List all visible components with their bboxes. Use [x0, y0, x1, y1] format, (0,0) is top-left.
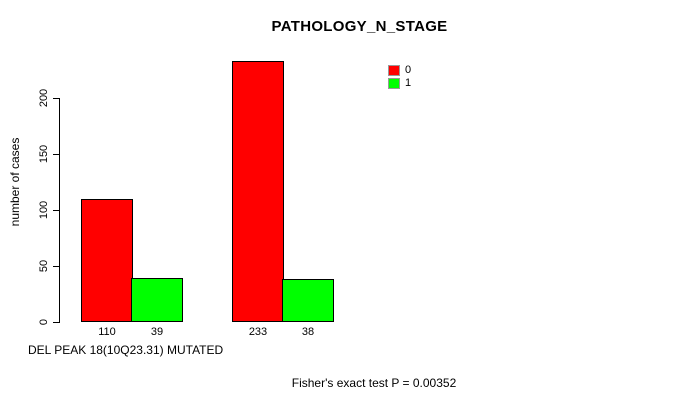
legend-label: 1	[405, 77, 412, 89]
annotation-fisher-test: Fisher's exact test P = 0.00352	[291, 376, 457, 390]
bar-value-label: 39	[150, 326, 164, 338]
y-tick-label: 0	[38, 318, 50, 326]
legend-label: 0	[405, 64, 412, 76]
x-axis-label: DEL PEAK 18(10Q23.31) MUTATED	[28, 343, 224, 357]
bar-series-0-group-1	[81, 199, 133, 322]
y-tick-mark	[53, 266, 59, 267]
y-tick-label: 50	[38, 259, 50, 273]
bar-series-1-group-1	[131, 278, 183, 322]
bar-series-0-group-2	[232, 61, 284, 322]
chart-title: PATHOLOGY_N_STAGE	[271, 18, 448, 35]
legend-swatch-icon	[388, 78, 400, 89]
bar-series-1-group-2	[282, 279, 334, 322]
y-tick-label: 100	[38, 200, 50, 220]
y-tick-mark	[53, 210, 59, 211]
y-axis-label: number of cases	[8, 137, 22, 227]
y-axis	[59, 98, 60, 323]
y-tick-mark	[53, 98, 59, 99]
y-tick-label: 200	[38, 88, 50, 108]
bar-value-label: 110	[98, 326, 116, 338]
y-tick-mark	[53, 322, 59, 323]
legend-item: 0	[388, 64, 411, 77]
legend-swatch-icon	[388, 65, 400, 76]
bar-value-label: 38	[301, 326, 315, 338]
y-tick-mark	[53, 154, 59, 155]
bar-value-label: 233	[248, 326, 268, 338]
legend-item: 1	[388, 77, 411, 90]
y-tick-label: 150	[38, 144, 50, 164]
